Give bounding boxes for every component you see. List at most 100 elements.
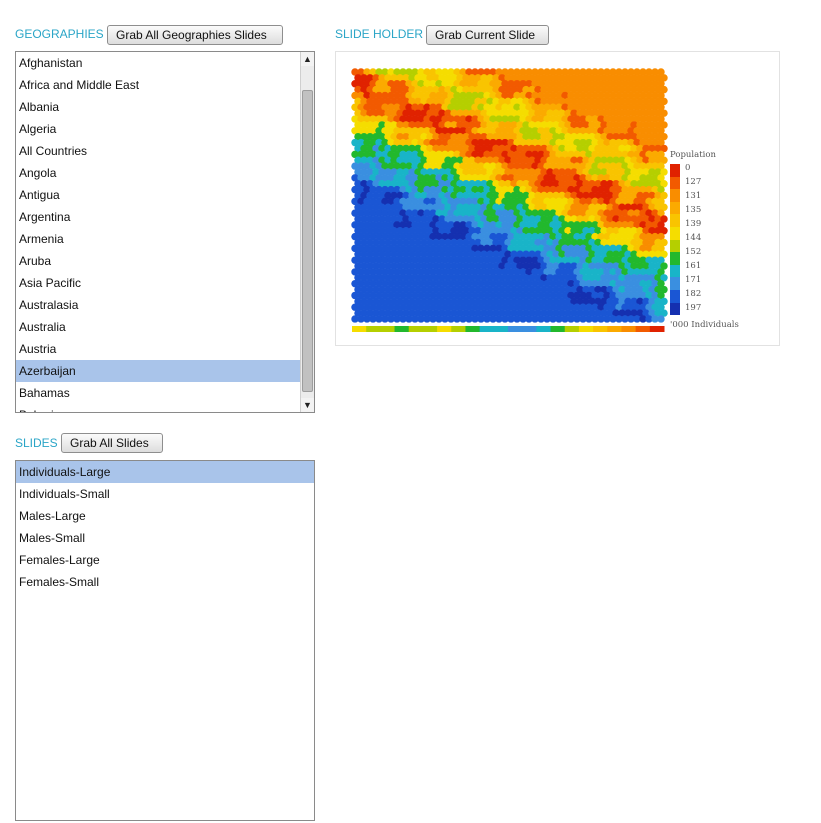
geographies-scrollbar[interactable]: ▲ ▼ (300, 52, 314, 412)
heatmap-cell (585, 138, 593, 147)
heatmap-cell (513, 91, 521, 100)
heatmap-cell (525, 221, 533, 229)
list-item[interactable]: Aruba (19, 254, 52, 268)
heatmap-cell (441, 127, 449, 135)
heatmap-cell (648, 250, 656, 258)
heatmap-cell (381, 303, 389, 311)
heatmap-cell (660, 132, 668, 141)
list-item[interactable]: Females-Small (19, 575, 100, 589)
list-item[interactable]: Austria (19, 342, 57, 356)
list-item[interactable]: Angola (19, 166, 57, 180)
list-item[interactable]: Australasia (19, 298, 79, 312)
list-item[interactable]: Asia Pacific (19, 276, 82, 290)
list-item[interactable]: Males-Small (19, 531, 86, 545)
heatmap-cell (561, 244, 569, 253)
list-item[interactable]: Afghanistan (19, 56, 83, 70)
geographies-list[interactable]: Afghanistan Africa and Middle East Albania… (15, 51, 315, 413)
heatmap-cell (612, 285, 620, 294)
slide-holder-label: SLIDE HOLDER (335, 27, 424, 41)
slides-label: SLIDES (15, 436, 58, 450)
heatmap-cell (381, 197, 389, 206)
list-item[interactable]: Females-Large (19, 553, 100, 567)
grab-all-geographies-button[interactable]: Grab All Geographies Slides (107, 25, 283, 45)
grab-all-slides-button[interactable]: Grab All Slides (61, 433, 163, 453)
heatmap-cell (387, 209, 395, 217)
heatmap-cell (423, 268, 431, 276)
slides-list[interactable]: Individuals-Large Individuals-Small Males-… (15, 460, 315, 821)
heatmap-cell (468, 215, 476, 223)
grab-current-slide-button[interactable]: Grab Current Slide (426, 25, 549, 45)
list-item[interactable]: Australia (19, 320, 66, 334)
heatmap-cell (450, 274, 458, 282)
heatmap-cell (564, 215, 572, 223)
heatmap-cell (651, 232, 659, 241)
heatmap-cell (561, 91, 569, 100)
heatmap-cell (411, 103, 419, 111)
list-item[interactable]: Argentina (19, 210, 71, 224)
heatmap-cell (579, 185, 587, 194)
heatmap-cell (414, 203, 422, 211)
list-item[interactable]: Antigua (19, 188, 60, 202)
heatmap-cell (501, 291, 509, 300)
heatmap-cell (477, 185, 485, 194)
scroll-down-icon[interactable]: ▼ (301, 398, 314, 412)
heatmap-cell (660, 274, 668, 282)
heatmap-cell (612, 203, 620, 211)
heatmap-cell (543, 91, 551, 100)
population-heatmap (351, 68, 668, 332)
heatmap-cell (444, 121, 452, 129)
scroll-up-icon[interactable]: ▲ (301, 52, 314, 66)
heatmap-cell (396, 285, 404, 294)
heatmap-cell (405, 127, 413, 135)
heatmap-cell (642, 74, 650, 82)
heatmap-cell (387, 103, 395, 111)
list-item[interactable]: Algeria (19, 122, 57, 136)
scrollbar-thumb[interactable] (302, 90, 313, 392)
heatmap-cell (660, 297, 668, 306)
heatmap-cell (375, 91, 383, 100)
heatmap-cell (660, 121, 668, 129)
heatmap-cell (645, 103, 653, 111)
heatmap-cell (555, 221, 563, 229)
heatmap-cell (372, 109, 380, 117)
heatmap-cell (429, 68, 437, 76)
heatmap-cell (387, 91, 395, 100)
heatmap-cell (447, 115, 455, 123)
heatmap-cell (429, 162, 437, 170)
list-item[interactable]: Individuals-Large (16, 461, 314, 483)
heatmap-cell (570, 109, 578, 117)
list-item[interactable]: Males-Large (19, 509, 86, 523)
heatmap-cell (447, 221, 455, 229)
heatmap-cell (639, 162, 647, 170)
heatmap-cell (372, 156, 380, 164)
heatmap-cell (522, 144, 530, 153)
heatmap-cell (393, 80, 401, 88)
heatmap-cell (555, 185, 563, 194)
heatmap-cell (549, 127, 557, 135)
list-item[interactable]: Bahamas (19, 386, 70, 400)
heatmap-cell (627, 68, 635, 76)
heatmap-edge-cell (607, 326, 622, 332)
heatmap-cell (483, 150, 491, 159)
heatmap-cell (636, 227, 644, 235)
list-item[interactable]: All Countries (19, 144, 88, 158)
heatmap-cell (465, 221, 473, 229)
heatmap-cell (366, 238, 374, 247)
list-item[interactable]: Individuals-Small (19, 487, 110, 501)
heatmap-cell (561, 268, 569, 276)
heatmap-cell (510, 191, 518, 200)
heatmap-cell (507, 303, 515, 311)
heatmap-cell (438, 215, 446, 223)
list-item[interactable]: Armenia (19, 232, 64, 246)
heatmap-cell (558, 144, 566, 153)
list-item[interactable]: Africa and Middle East (19, 78, 140, 92)
heatmap-cell (639, 197, 647, 206)
list-item[interactable]: Albania (19, 100, 60, 114)
list-item[interactable]: Azerbaijan (16, 360, 300, 382)
list-item[interactable]: Bahrain (16, 404, 300, 412)
heatmap-cell (429, 80, 437, 88)
heatmap-cell (582, 180, 590, 188)
heatmap-cell (648, 297, 656, 306)
heatmap-cell (618, 238, 626, 247)
heatmap-cell (480, 74, 488, 82)
